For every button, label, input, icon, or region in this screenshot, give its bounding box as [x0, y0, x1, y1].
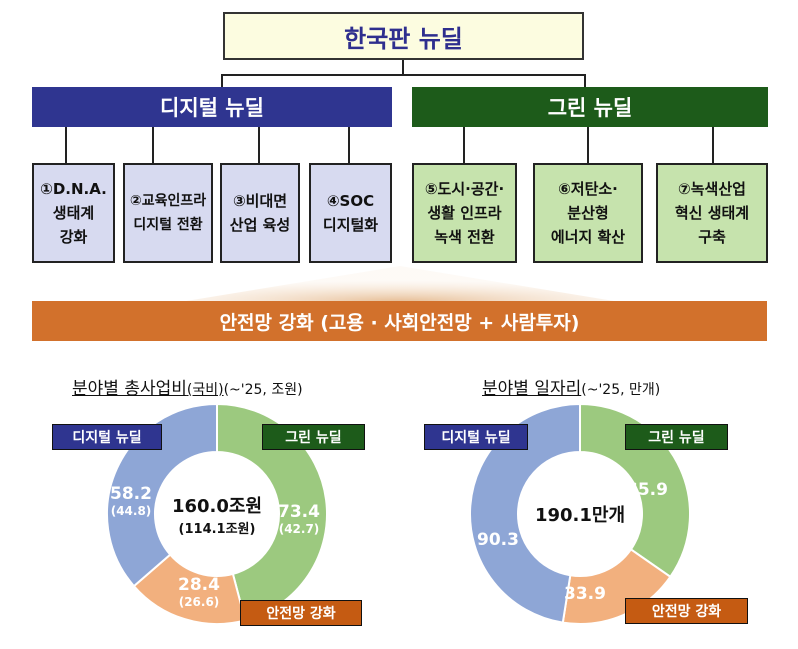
- left-chart-title: 분야별 총사업비(국비)(~'25, 조원): [72, 374, 303, 399]
- left-safety-value-text: 28.4: [178, 575, 220, 595]
- connector: [584, 74, 586, 88]
- left-safety-value: 28.4 (26.6): [176, 575, 222, 609]
- connector: [712, 127, 714, 163]
- right-tag-green: 그린 뉴딜: [625, 424, 728, 450]
- left-tag-green: 그린 뉴딜: [262, 424, 365, 450]
- connector: [152, 127, 154, 163]
- left-chart-title-suffix: (국비): [186, 382, 224, 398]
- item-dna-ecosystem: ①D.N.A. 생태계 강화: [32, 163, 115, 263]
- connector: [65, 127, 67, 163]
- connector: [258, 127, 260, 163]
- left-green-sub-text: (42.7): [278, 522, 320, 536]
- left-chart-title-main: 분야별 총사업비: [72, 379, 187, 399]
- title-box: 한국판 뉴딜: [223, 12, 584, 60]
- right-chart-title-main: 분야별 일자리: [482, 379, 582, 399]
- right-tag-digital: 디지털 뉴딜: [424, 424, 528, 450]
- right-digital-value: 90.3: [477, 530, 519, 550]
- left-digital-sub-text: (44.8): [110, 504, 152, 518]
- right-chart-unit: (~'25, 만개): [581, 382, 661, 398]
- left-digital-value-text: 58.2: [110, 484, 152, 504]
- digital-newdeal-label: 디지털 뉴딜: [160, 96, 264, 120]
- left-total-value: 160.0조원: [171, 495, 263, 517]
- right-chart-title: 분야별 일자리(~'25, 만개): [482, 374, 660, 399]
- right-center-total: 190.1만개: [520, 494, 640, 534]
- item-urban-green: ⑤도시·공간· 생활 인프라 녹색 전환: [412, 163, 517, 263]
- item-education-infra: ②교육인프라 디지털 전환: [123, 163, 213, 263]
- upward-glow-arrow: [180, 266, 620, 302]
- connector: [221, 74, 586, 76]
- left-digital-value: 58.2 (44.8): [108, 484, 154, 518]
- right-green-value: 65.9: [626, 480, 668, 500]
- digital-newdeal-header: 디지털 뉴딜: [32, 87, 392, 127]
- safety-net-banner-label: 안전망 강화 (고용 · 사회안전망 + 사람투자): [219, 311, 580, 334]
- right-total-value: 190.1만개: [534, 505, 626, 526]
- left-total-sub: (114.1조원): [178, 521, 256, 537]
- connector: [221, 74, 223, 88]
- right-donut-center-hole: [520, 454, 640, 574]
- connector: [402, 60, 404, 75]
- green-newdeal-label: 그린 뉴딜: [547, 96, 633, 120]
- connector: [587, 127, 589, 163]
- connector: [463, 127, 465, 163]
- left-donut-center-hole: [157, 454, 277, 574]
- left-tag-digital: 디지털 뉴딜: [52, 424, 162, 450]
- item-green-industry: ⑦녹색산업 혁신 생태계 구축: [656, 163, 768, 263]
- left-green-value: 73.4 (42.7): [276, 502, 322, 536]
- safety-net-banner: 안전망 강화 (고용 · 사회안전망 + 사람투자): [32, 301, 767, 341]
- left-safety-sub-text: (26.6): [178, 595, 220, 609]
- right-tag-safety: 안전망 강화: [625, 598, 748, 624]
- green-newdeal-header: 그린 뉴딜: [412, 87, 768, 127]
- item-contactless-industry: ③비대면 산업 육성: [220, 163, 300, 263]
- item-soc-digital: ④SOC 디지털화: [309, 163, 392, 263]
- left-chart-unit: (~'25, 조원): [223, 382, 303, 398]
- left-green-value-text: 73.4: [278, 502, 320, 522]
- connector: [348, 127, 350, 163]
- right-donut-slice-0: [469, 402, 581, 624]
- page-title: 한국판 뉴딜: [344, 24, 463, 53]
- item-low-carbon-energy: ⑥저탄소· 분산형 에너지 확산: [533, 163, 643, 263]
- left-center-total: 160.0조원 (114.1조원): [157, 484, 277, 544]
- right-safety-value: 33.9: [564, 584, 606, 604]
- left-tag-safety: 안전망 강화: [240, 600, 362, 626]
